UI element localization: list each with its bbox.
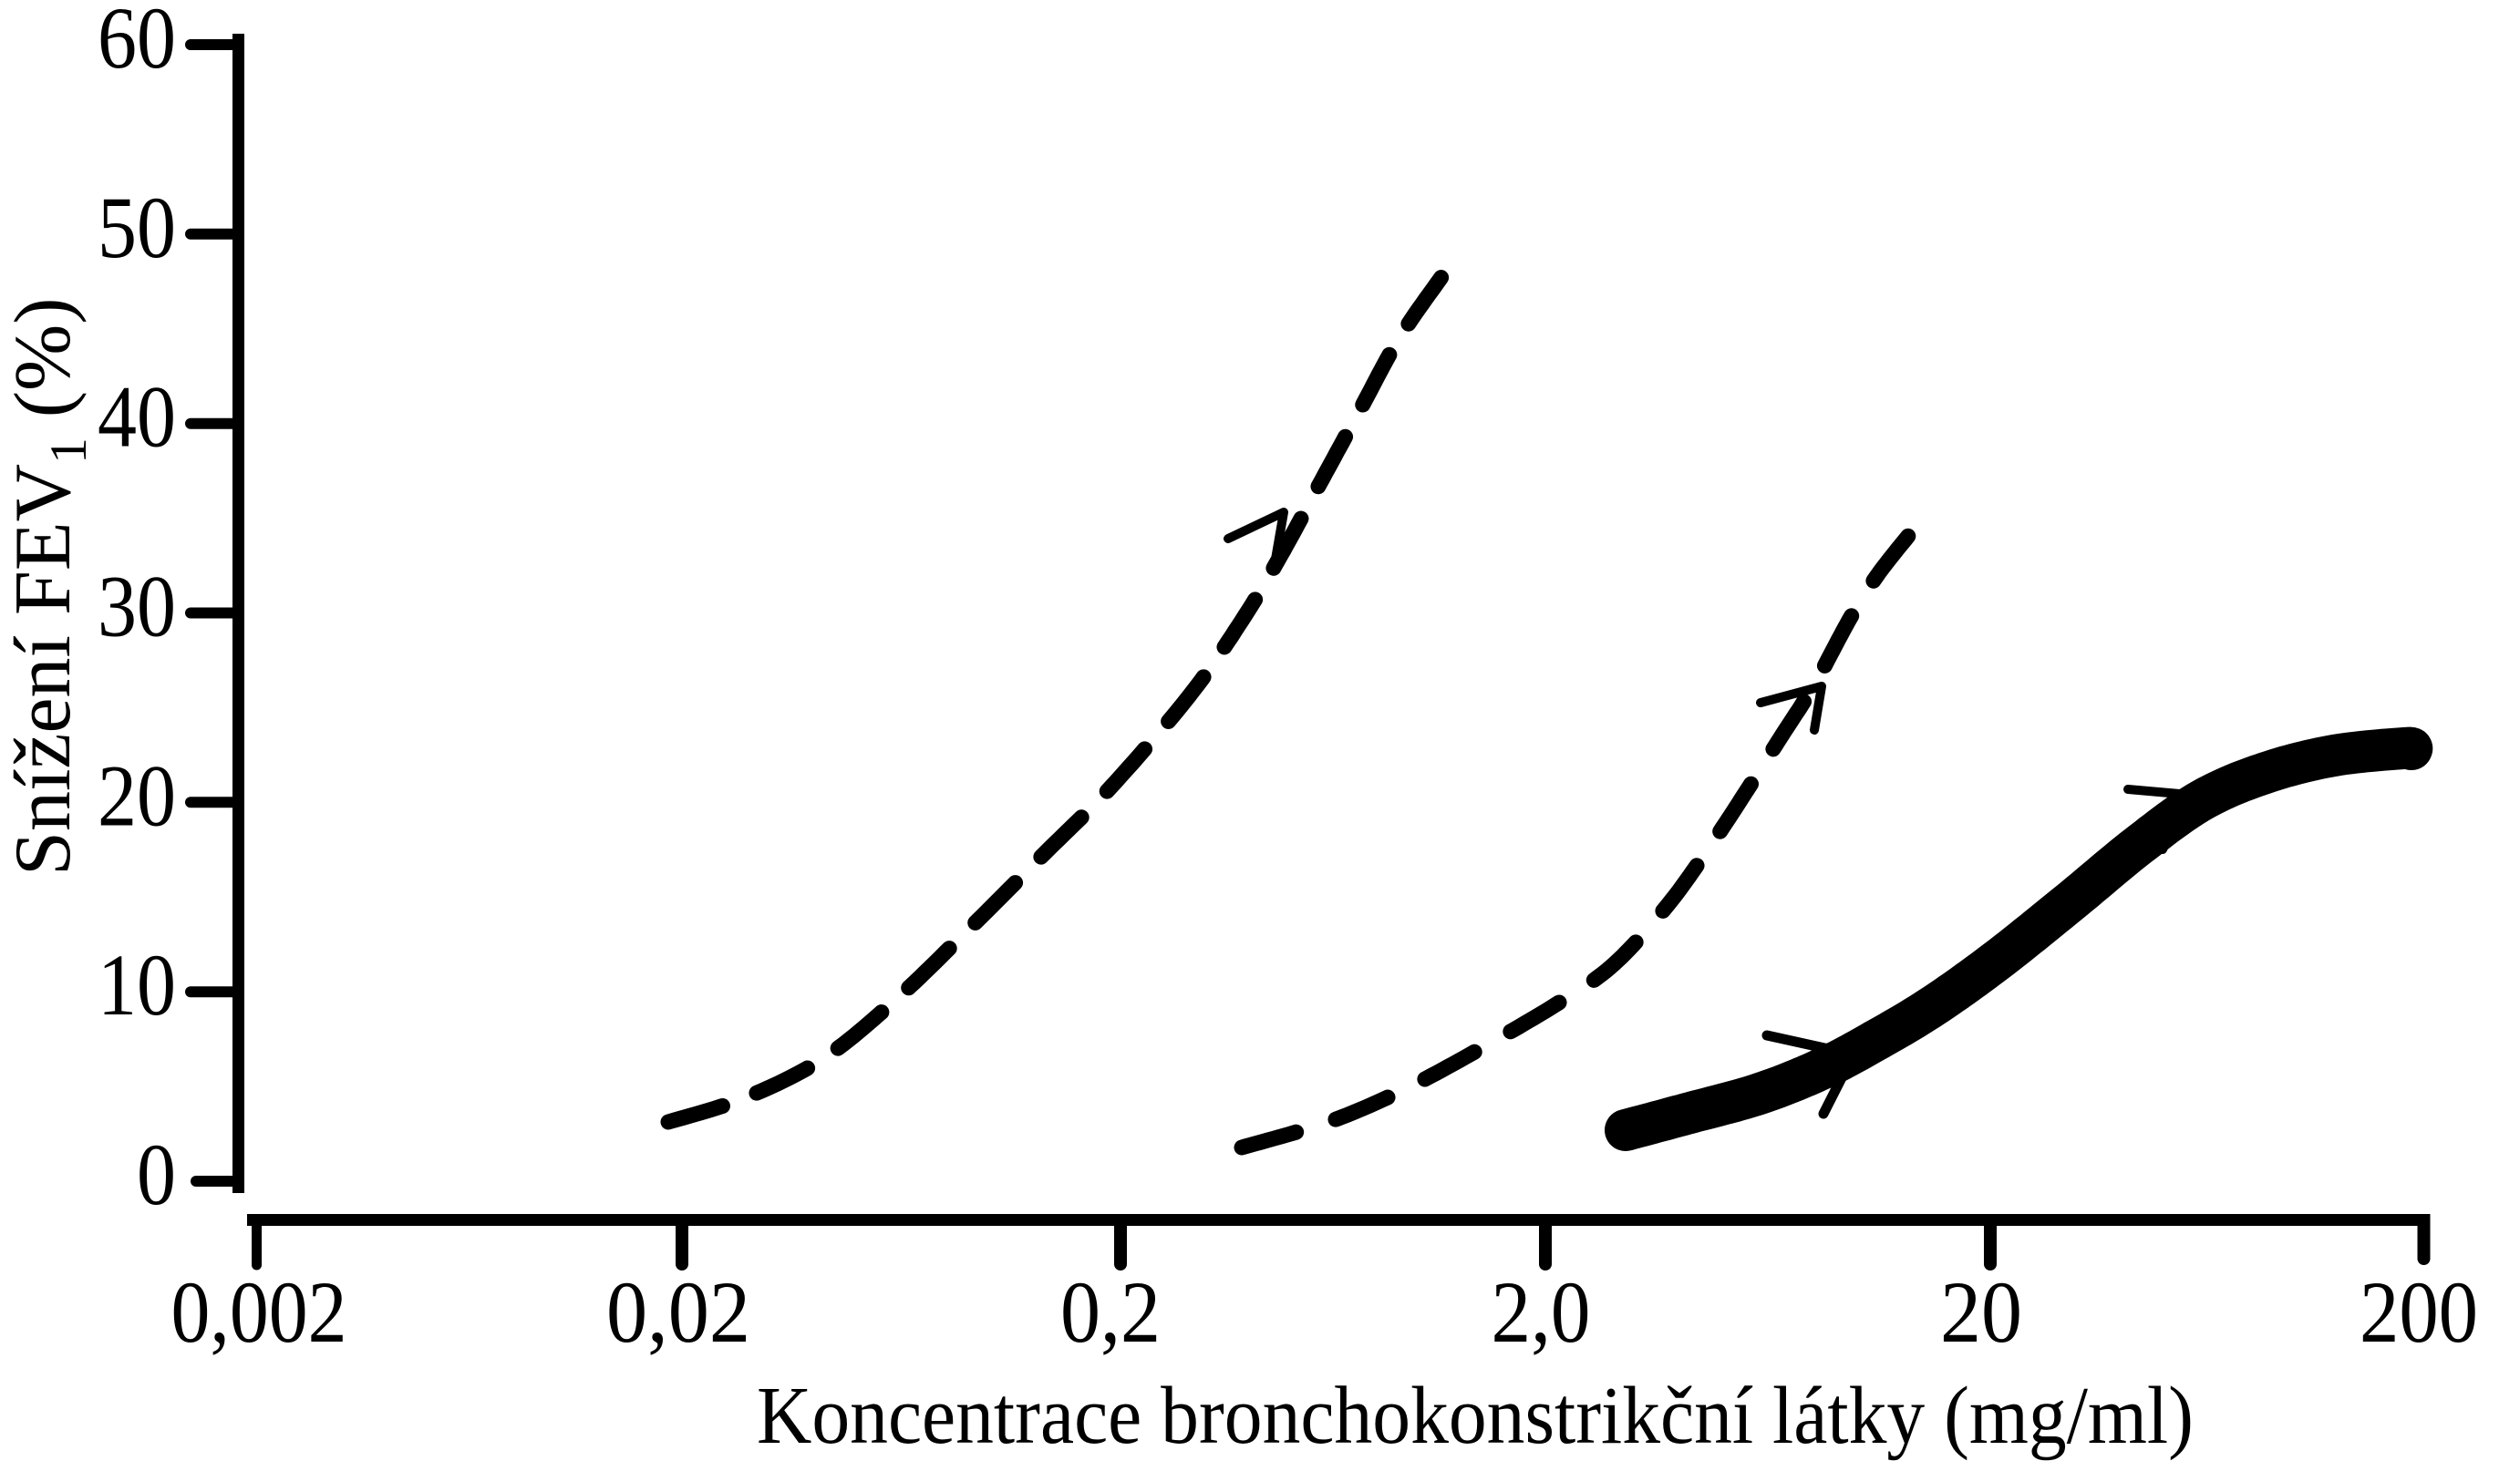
svg-text:Snížení FEV1 (%): Snížení FEV1 (%) — [0, 297, 98, 876]
svg-text:0,002: 0,002 — [171, 1263, 347, 1361]
svg-text:0,02: 0,02 — [606, 1263, 750, 1361]
svg-text:30: 30 — [98, 558, 176, 655]
svg-text:Koncentrace bronchokonstrikční: Koncentrace bronchokonstrikční látky (mg… — [757, 1371, 2194, 1461]
svg-text:0,2: 0,2 — [1060, 1263, 1161, 1361]
svg-text:200: 200 — [2360, 1263, 2478, 1361]
svg-text:20: 20 — [98, 746, 176, 844]
svg-text:0: 0 — [137, 1126, 176, 1223]
svg-text:60: 60 — [98, 0, 176, 87]
svg-text:50: 50 — [98, 179, 176, 276]
svg-text:20: 20 — [1940, 1263, 2022, 1361]
svg-text:10: 10 — [98, 936, 176, 1034]
svg-text:2,0: 2,0 — [1492, 1263, 1591, 1361]
svg-text:40: 40 — [98, 368, 176, 466]
